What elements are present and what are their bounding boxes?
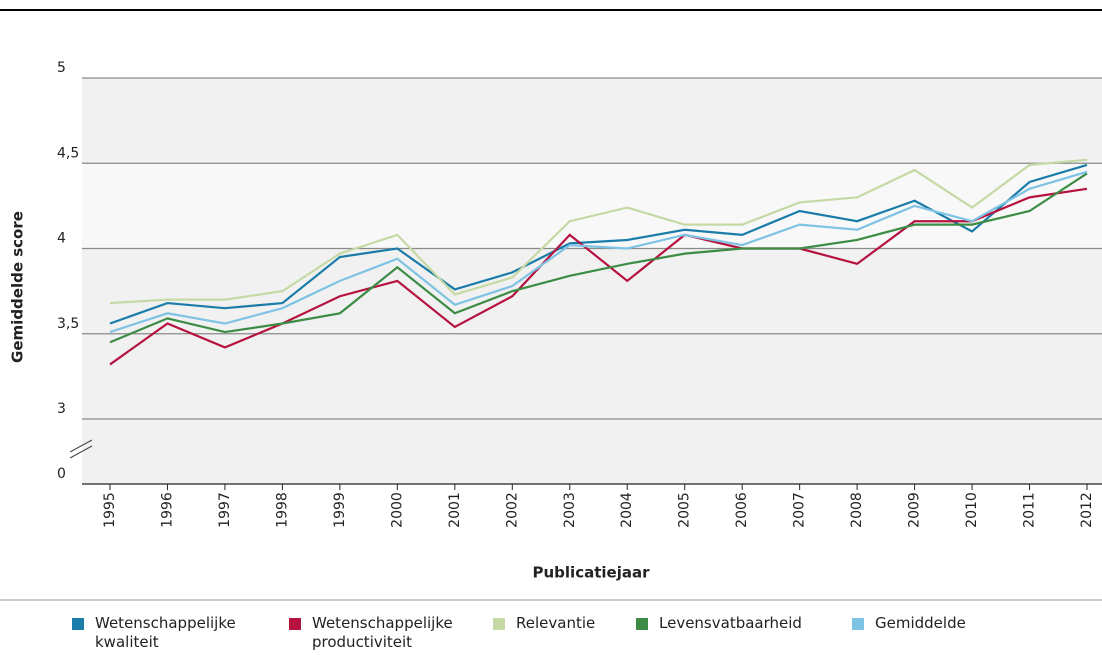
plot-band [82, 164, 1102, 249]
legend-label: Gemiddelde [875, 614, 966, 632]
x-tick-label: 1997 [217, 492, 233, 528]
y-tick-label: 3,5 [57, 316, 79, 332]
x-tick-label: 2002 [504, 492, 520, 528]
legend-label: Relevantie [516, 614, 596, 632]
series-line [109, 158, 1088, 305]
x-tick-label: 2001 [447, 492, 463, 528]
y-tick-label: 4,5 [57, 145, 79, 161]
series-line [109, 163, 1088, 325]
x-tick-label: 1995 [102, 492, 118, 528]
axis-break [69, 445, 93, 459]
x-tick-label: 2003 [562, 492, 578, 528]
legend-label: Wetenschappelijke kwaliteit [95, 614, 236, 651]
x-tick-label: 2011 [1022, 492, 1038, 528]
x-tick-label: 1996 [159, 492, 175, 528]
x-tick-label: 2005 [677, 492, 693, 528]
x-tick-label: 1998 [274, 492, 290, 528]
x-tick-label: 2004 [619, 492, 635, 528]
legend-swatch [493, 618, 505, 630]
axis-break [69, 439, 93, 453]
x-axis-label: Publicatiejaar [533, 564, 651, 582]
x-tick-label: 2006 [734, 492, 750, 528]
legend-swatch [636, 618, 648, 630]
x-tick-label: 2010 [964, 492, 980, 528]
x-tick-label: 2012 [1079, 492, 1095, 528]
y-tick-label: 4 [57, 231, 66, 247]
x-tick-label: 2000 [389, 492, 405, 528]
legend-label: Levensvatbaarheid [659, 614, 802, 632]
legend-swatch [852, 618, 864, 630]
y-tick-label: 5 [57, 60, 66, 76]
y-axis-label: Gemiddelde score [9, 211, 27, 363]
legend-label: Wetenschappelijke productiviteit [312, 614, 453, 651]
legend-swatch [72, 618, 84, 630]
x-tick-label: 2008 [849, 492, 865, 528]
series-line [109, 170, 1088, 334]
legend-swatch [289, 618, 301, 630]
x-tick-label: 2009 [907, 492, 923, 528]
y-tick-label: 0 [57, 466, 66, 482]
plot-background [82, 78, 1102, 484]
series-line [109, 187, 1088, 366]
y-tick-label: 3 [57, 401, 66, 417]
series-line [109, 172, 1088, 344]
x-tick-label: 2007 [792, 492, 808, 528]
x-tick-label: 1999 [332, 492, 348, 528]
